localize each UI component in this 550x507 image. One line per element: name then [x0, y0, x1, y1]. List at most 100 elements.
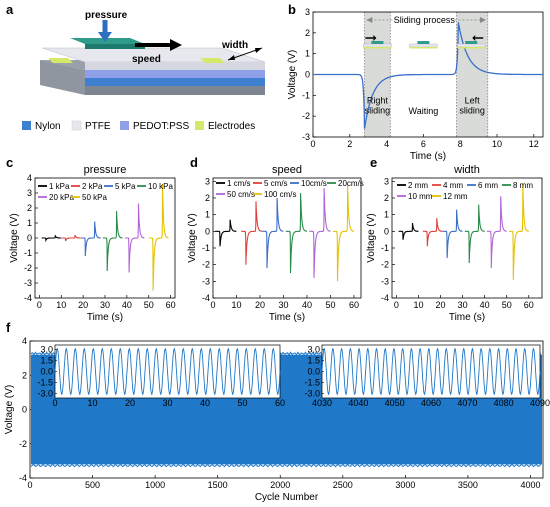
y-tick-label: -2	[302, 111, 310, 121]
x-tick-label: 1500	[208, 480, 228, 490]
nylon-layer	[85, 78, 265, 86]
x-tick-label: 3000	[395, 480, 415, 490]
y-tick-label: 2	[27, 203, 32, 213]
legend-label: 10 mm	[408, 192, 433, 201]
x-tick-label: 0	[37, 300, 42, 310]
x-tick-label: 40	[480, 300, 490, 310]
base-layer-front	[40, 60, 85, 95]
right-sliding-label: sliding	[365, 106, 391, 116]
x-tick-label: 6	[421, 139, 426, 149]
y-tick-label: 3	[305, 7, 310, 17]
y-tick-label: 3	[27, 188, 32, 198]
chart-e: 0 10 20 30 40 50 60 -4 -3 -2 -1 0 1 2 3 Time (s) Voltage…	[366, 164, 543, 323]
y-axis-label: Voltage (V)	[287, 50, 298, 99]
chart-f: 0 500 1000 1500 2000 2500 3000 3500 4000-4-2024C…	[4, 336, 550, 503]
inset-y-tick-label: 0.0	[307, 367, 320, 377]
y-tick-label: -1	[202, 243, 210, 253]
inset-x-tick-label: 40	[200, 398, 210, 408]
mini-arrowhead	[472, 35, 476, 41]
y-axis-label: Voltage (V)	[4, 385, 15, 434]
series-trace	[124, 203, 145, 273]
series-trace	[148, 183, 169, 291]
x-axis-label: Time (s)	[410, 151, 446, 162]
y-tick-label: 3	[205, 176, 210, 186]
y-tick-label: -4	[19, 473, 27, 483]
legend-label: 8 mm	[513, 181, 533, 190]
inset-y-tick-label: -1.5	[37, 378, 53, 388]
series-trace	[332, 184, 354, 282]
series-trace	[241, 201, 263, 265]
series-trace	[309, 187, 331, 279]
panel-letter-d: d	[190, 155, 198, 170]
series-trace	[262, 197, 284, 269]
legend-label: 50 cm/s	[227, 190, 255, 199]
inset-y-tick-label: -1.5	[304, 378, 320, 388]
y-tick-label: 0	[27, 233, 32, 243]
inset-x-tick-label: 60	[275, 398, 285, 408]
x-tick-label: 50	[325, 300, 335, 310]
legend-label: 100 cm/s	[264, 190, 296, 199]
y-tick-label: -2	[202, 260, 210, 270]
panel-letter-c: c	[6, 155, 14, 170]
series-trace	[442, 209, 463, 259]
left-sliding-label: Left	[465, 96, 481, 106]
y-tick-label: 4	[22, 336, 27, 346]
y-tick-label: -4	[24, 293, 32, 303]
legend-swatch-nylon	[22, 121, 31, 130]
speed-arrowhead	[170, 39, 182, 51]
panel-letter-f: f	[6, 320, 11, 335]
slider-top	[70, 38, 145, 44]
series-trace	[80, 221, 101, 257]
x-tick-label: 0	[27, 480, 32, 490]
x-tick-label: 4000	[520, 480, 540, 490]
legend-label: 10cm/s	[301, 179, 327, 188]
y-tick-label: 2	[384, 193, 389, 203]
inset-x-tick-label: 4040	[348, 398, 368, 408]
y-axis-label: Voltage (V)	[9, 213, 20, 262]
legend-label: 2 mm	[408, 181, 428, 190]
mini-slider	[465, 41, 478, 44]
electrode-left	[48, 58, 73, 63]
series-trace	[41, 234, 62, 243]
arrowhead-right	[479, 17, 486, 23]
inset-x-tick-label: 20	[125, 398, 135, 408]
plot-frame	[391, 177, 543, 299]
inset-y-tick-label: 3.0	[307, 344, 320, 354]
x-tick-label: 10	[231, 300, 241, 310]
pressure-arrowhead	[98, 32, 112, 42]
right-sliding-label: Right	[367, 96, 389, 106]
series-trace	[486, 196, 507, 269]
y-tick-label: -2	[381, 260, 389, 270]
series-trace	[61, 234, 81, 242]
left-sliding-label: sliding	[459, 106, 485, 116]
x-tick-label: 40	[122, 300, 132, 310]
label-bg	[397, 14, 451, 25]
x-tick-label: 0	[210, 300, 215, 310]
x-tick-label: 1000	[145, 480, 165, 490]
x-axis-label: Time (s)	[449, 312, 485, 323]
chart-title: pressure	[84, 164, 127, 176]
sliding-process-label: Sliding process	[394, 15, 456, 25]
band-bottom-edge	[30, 463, 542, 468]
y-tick-label: -1	[302, 90, 310, 100]
inset-y-tick-label: -3.0	[37, 389, 53, 399]
y-tick-label: 0	[305, 70, 310, 80]
y-tick-label: 0	[22, 405, 27, 415]
legend-swatch-electrodes	[195, 121, 204, 130]
mini-device	[409, 43, 438, 48]
inset-x-tick-label: 0	[52, 398, 57, 408]
y-tick-label: 1	[384, 210, 389, 220]
inset-1: 0 10 20 30 40 50 60 -3.0-1.50.0 1.53.0	[37, 344, 285, 408]
y-tick-label: -3	[202, 276, 210, 286]
legend-label: 5 kPa	[115, 182, 136, 191]
x-tick-label: 0	[394, 300, 399, 310]
mini-slider	[417, 41, 430, 44]
inset-x-tick-label: 4070	[457, 398, 477, 408]
ptfe-front	[85, 62, 265, 70]
y-tick-label: 3	[384, 176, 389, 186]
legend-label: 20 kPa	[49, 193, 74, 202]
inset-x-tick-label: 10	[87, 398, 97, 408]
mini-device	[363, 43, 392, 48]
